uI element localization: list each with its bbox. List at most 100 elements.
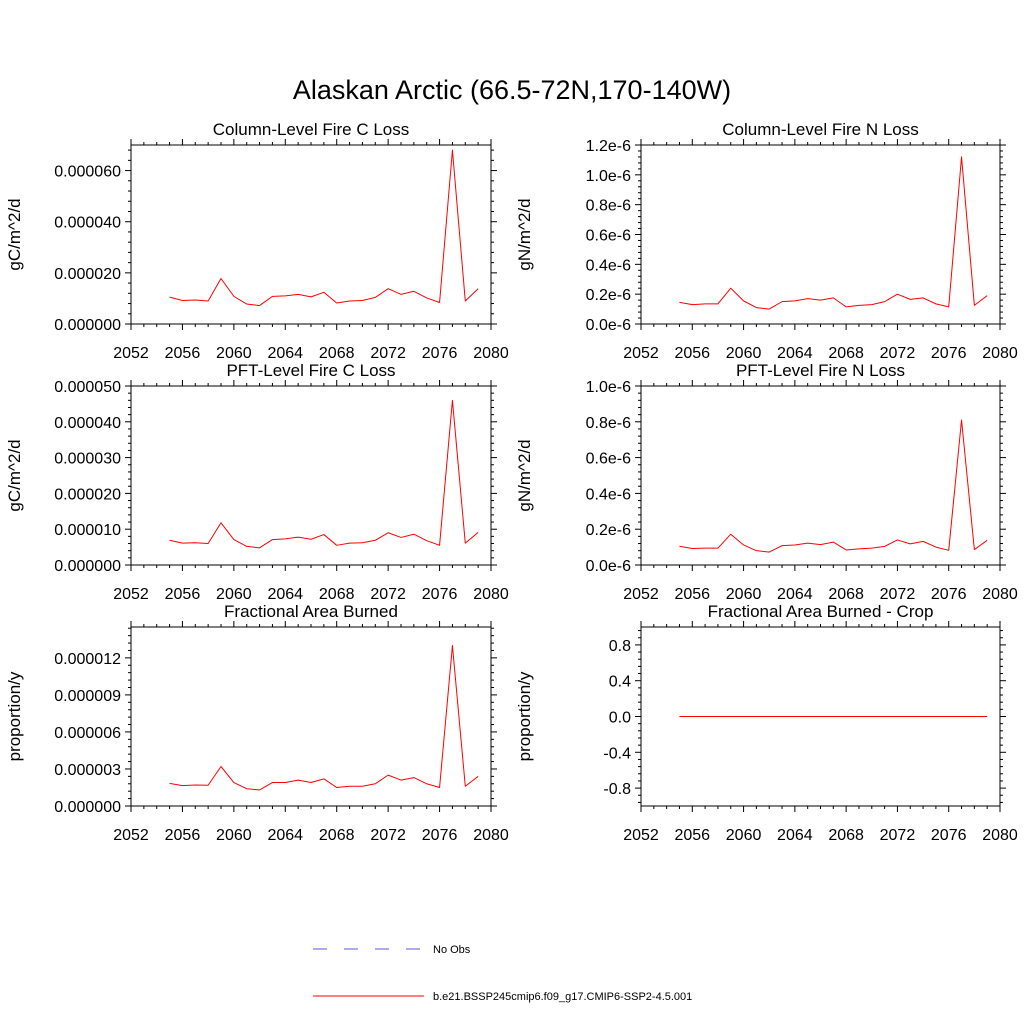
x-tick-label: 2060	[216, 827, 252, 844]
series-line	[679, 156, 988, 310]
x-tick-label: 2064	[777, 345, 813, 362]
y-tick-label: 0.000040	[54, 415, 121, 432]
x-tick-label: 2072	[370, 345, 406, 362]
legend-entry-model-run: b.e21.BSSP245cmip6.f09_g17.CMIP6-SSP2-4.…	[313, 991, 692, 1003]
x-tick-label: 2060	[726, 827, 762, 844]
y-tick-label: 0.000000	[54, 799, 121, 816]
x-tick-label: 2064	[267, 345, 303, 362]
y-tick-label: 0.000006	[54, 725, 121, 742]
x-tick-label: 2068	[828, 586, 864, 603]
x-tick-label: 2060	[726, 586, 762, 603]
legend-label-no-obs: No Obs	[433, 944, 471, 956]
y-tick-label: 0.4e-6	[586, 257, 631, 274]
y-tick-label: 0.000030	[54, 451, 121, 468]
x-tick-label: 2076	[931, 345, 967, 362]
y-tick-label: 0.8e-6	[586, 415, 631, 432]
x-tick-label: 2072	[370, 827, 406, 844]
x-tick-label: 2056	[674, 586, 710, 603]
panel-title: Fractional Area Burned	[224, 602, 398, 621]
panel-title: PFT-Level Fire C Loss	[226, 361, 395, 380]
x-tick-label: 2080	[473, 586, 509, 603]
x-tick-label: 2064	[777, 827, 813, 844]
series-line	[679, 419, 988, 553]
y-tick-label: 0.8	[609, 638, 631, 655]
x-tick-label: 2068	[828, 827, 864, 844]
y-tick-label: 0.0e-6	[586, 558, 631, 575]
panel-title: Fractional Area Burned - Crop	[708, 602, 934, 621]
chart-panel-2: Column-Level Fire N Loss gN/m^2/d 2052 2056…	[515, 120, 1018, 362]
x-tick-label: 2064	[267, 586, 303, 603]
y-tick-label: 0.000012	[54, 651, 121, 668]
x-tick-label: 2076	[931, 827, 967, 844]
x-tick-label: 2076	[422, 586, 458, 603]
plot-frame	[640, 385, 1001, 566]
chart-panel-3: PFT-Level Fire C Loss gC/m^2/d 2052 2056 206…	[5, 361, 509, 603]
y-tick-label: 0.2e-6	[586, 287, 631, 304]
x-tick-label: 2072	[370, 586, 406, 603]
x-tick-label: 2060	[216, 586, 252, 603]
y-tick-label: 0.000000	[54, 558, 121, 575]
y-tick-label: 0.000009	[54, 688, 121, 705]
y-tick-label: 0.6e-6	[586, 228, 631, 245]
x-tick-label: 2056	[674, 345, 710, 362]
chart-panel-5: Fractional Area Burned proportion/y 2052 20…	[5, 602, 509, 844]
panel-title: PFT-Level Fire N Loss	[736, 361, 905, 380]
x-tick-label: 2052	[623, 586, 659, 603]
x-tick-label: 2080	[982, 827, 1018, 844]
chart-panels: Column-Level Fire C Loss gC/m^2/d 2052 2056…	[5, 120, 1018, 844]
chart-panel-6: Fractional Area Burned - Crop proportion/…	[515, 602, 1018, 844]
x-tick-label: 2064	[267, 827, 303, 844]
x-tick-label: 2056	[165, 586, 201, 603]
x-tick-label: 2072	[880, 345, 916, 362]
x-tick-label: 2080	[473, 345, 509, 362]
y-tick-label: 0.000000	[54, 317, 121, 334]
y-tick-label: 0.000040	[54, 215, 121, 232]
panel-title: Column-Level Fire C Loss	[213, 120, 410, 139]
x-tick-label: 2076	[422, 345, 458, 362]
y-tick-label: 0.000020	[54, 266, 121, 283]
y-tick-label: 1.0e-6	[586, 168, 631, 185]
y-tick-label: 0.8e-6	[586, 198, 631, 215]
y-tick-label: 0.000060	[54, 164, 121, 181]
x-tick-label: 2080	[473, 827, 509, 844]
y-tick-label: 0.6e-6	[586, 451, 631, 468]
y-tick-label: 0.000050	[54, 379, 121, 396]
plot-frame	[130, 626, 492, 807]
x-tick-label: 2068	[319, 827, 355, 844]
x-tick-label: 2056	[674, 827, 710, 844]
x-tick-label: 2052	[113, 586, 149, 603]
x-tick-label: 2052	[623, 827, 659, 844]
x-tick-label: 2068	[319, 586, 355, 603]
figure-title: Alaskan Arctic (66.5-72N,170-140W)	[293, 75, 731, 105]
plot-frame	[130, 385, 492, 566]
x-tick-label: 2052	[623, 345, 659, 362]
x-tick-label: 2052	[113, 345, 149, 362]
y-axis-label: gC/m^2/d	[5, 439, 24, 511]
y-tick-label: 0.0	[609, 710, 631, 727]
plot-frame	[640, 144, 1001, 325]
chart-panel-4: PFT-Level Fire N Loss gN/m^2/d 2052 2056 206…	[515, 361, 1018, 603]
series-line	[169, 399, 479, 549]
series-line	[169, 645, 479, 791]
y-tick-label: 0.4	[609, 674, 631, 691]
series-line	[169, 149, 479, 307]
x-tick-label: 2080	[982, 345, 1018, 362]
x-tick-label: 2076	[931, 586, 967, 603]
y-tick-label: 0.000003	[54, 762, 121, 779]
x-tick-label: 2056	[165, 827, 201, 844]
y-tick-label: -0.4	[603, 745, 631, 762]
y-tick-label: 1.0e-6	[586, 379, 631, 396]
y-tick-label: 1.2e-6	[586, 138, 631, 155]
legend-entry-no-obs: No Obs	[313, 944, 471, 956]
y-axis-label: gN/m^2/d	[515, 439, 534, 511]
x-tick-label: 2056	[165, 345, 201, 362]
x-tick-label: 2060	[726, 345, 762, 362]
y-tick-label: 0.000010	[54, 522, 121, 539]
y-axis-label: gN/m^2/d	[515, 198, 534, 270]
y-tick-label: 0.000020	[54, 486, 121, 503]
x-tick-label: 2052	[113, 827, 149, 844]
x-tick-label: 2064	[777, 586, 813, 603]
x-tick-label: 2072	[880, 827, 916, 844]
chart-panel-1: Column-Level Fire C Loss gC/m^2/d 2052 2056…	[5, 120, 509, 362]
